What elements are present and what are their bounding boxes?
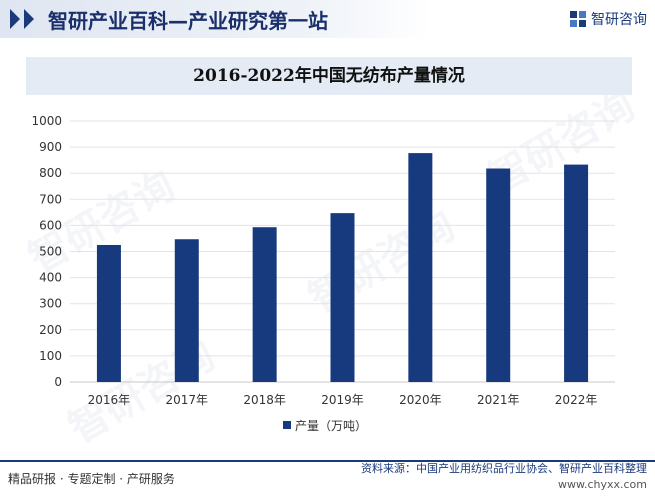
- legend: 产量（万吨）: [283, 419, 367, 433]
- y-tick-label: 700: [39, 192, 62, 206]
- y-tick-label: 600: [39, 218, 62, 232]
- y-tick-label: 800: [39, 166, 62, 180]
- source-note: 资料来源：中国产业用纺织品行业协会、智研产业百科整理: [361, 462, 647, 475]
- header-bar: [0, 0, 430, 38]
- chart-title-bar: 2016-2022年中国无纺布产量情况: [26, 57, 632, 95]
- y-axis-ticks: 0 100 200 300 400 500 600 700 800 900 1000: [31, 114, 62, 389]
- y-tick-label: 400: [39, 271, 62, 285]
- chart-title: 2016-2022年中国无纺布产量情况: [193, 66, 465, 86]
- bar: [174, 239, 199, 382]
- bar: [252, 227, 277, 382]
- x-tick-label: 2019年: [321, 393, 364, 407]
- bar: [96, 244, 121, 382]
- y-tick-label: 200: [39, 323, 62, 337]
- y-tick-label: 300: [39, 297, 62, 311]
- bar: [408, 153, 433, 382]
- y-tick-label: 900: [39, 140, 62, 154]
- footer-tagline: 精品研报 · 专题定制 · 产研服务: [8, 472, 175, 486]
- x-tick-label: 2016年: [88, 393, 131, 407]
- x-axis-ticks: 2016年 2017年 2018年 2019年 2020年 2021年 2022年: [88, 393, 598, 407]
- bar: [564, 164, 589, 382]
- chevron-right-icon: [10, 9, 20, 29]
- x-tick-label: 2020年: [399, 393, 442, 407]
- y-tick-label: 500: [39, 245, 62, 259]
- legend-label: 产量（万吨）: [295, 419, 367, 433]
- footer-divider: [0, 460, 655, 462]
- chevron-right-icon: [24, 9, 34, 29]
- y-tick-label: 0: [54, 375, 62, 389]
- x-tick-label: 2018年: [243, 393, 286, 407]
- page-header: 智研产业百科—产业研究第一站 智研咨询: [0, 0, 655, 38]
- brand-name: 智研咨询: [591, 12, 647, 28]
- bars: [96, 153, 589, 382]
- y-tick-label: 1000: [31, 114, 62, 128]
- bar: [330, 213, 355, 382]
- site-url[interactable]: www.chyxx.com: [557, 478, 647, 491]
- brand[interactable]: 智研咨询: [569, 9, 647, 29]
- y-tick-label: 100: [39, 349, 62, 363]
- chyxx-logo-icon: [570, 11, 586, 27]
- x-tick-label: 2022年: [555, 393, 598, 407]
- gridlines: [70, 120, 615, 383]
- bar: [486, 168, 511, 382]
- x-tick-label: 2017年: [166, 393, 209, 407]
- x-tick-label: 2021年: [477, 393, 520, 407]
- legend-swatch: [283, 421, 291, 429]
- page-title: 智研产业百科—产业研究第一站: [48, 9, 328, 33]
